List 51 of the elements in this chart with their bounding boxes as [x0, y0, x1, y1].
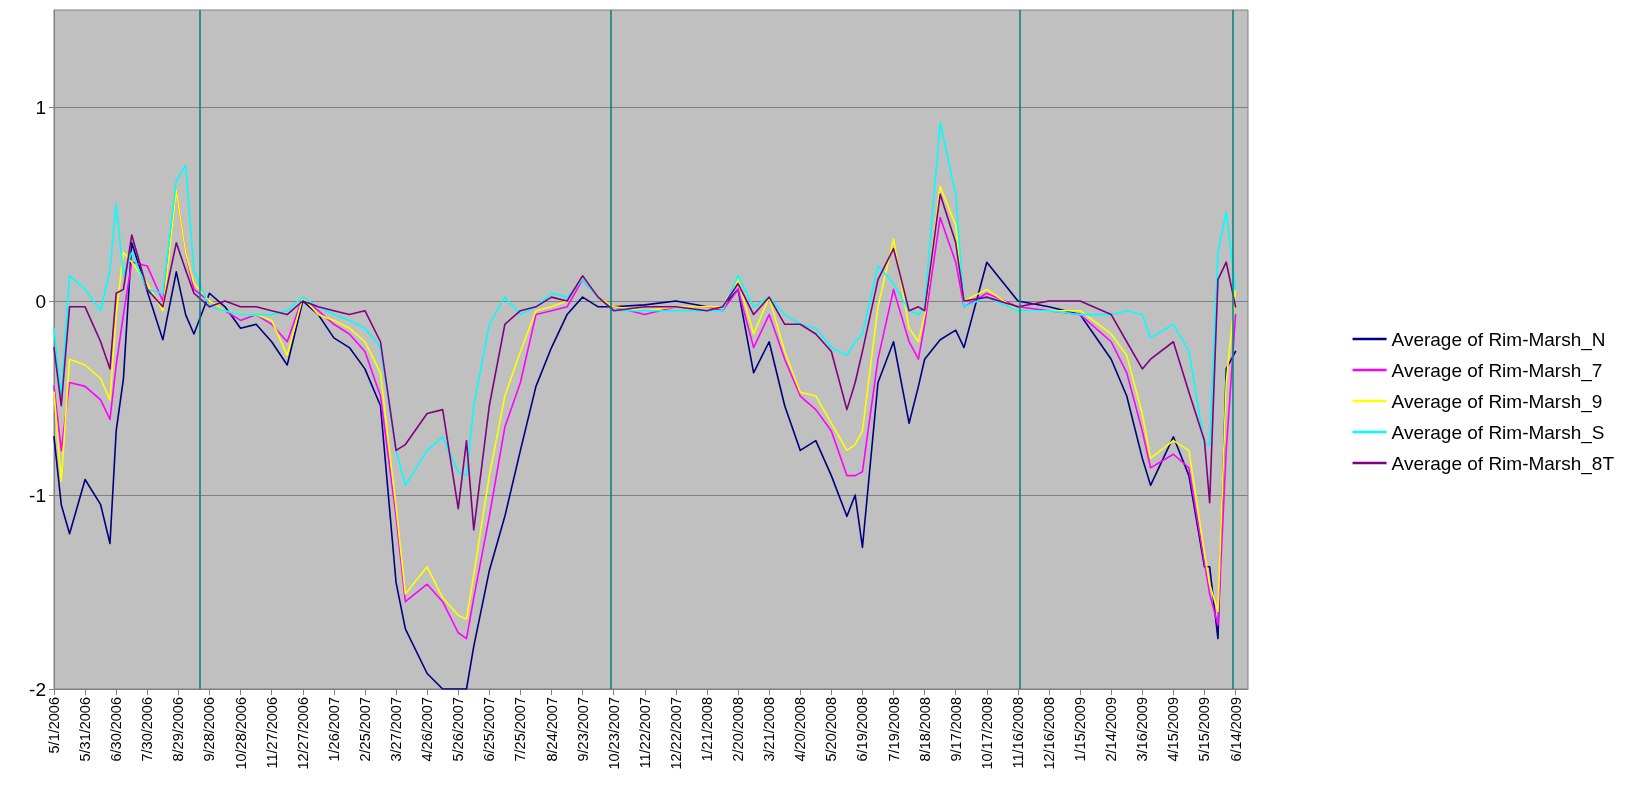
x-tick-label: 3/27/2007	[388, 697, 405, 762]
x-tick-label: 7/30/2006	[139, 697, 156, 762]
line-series	[53, 121, 1237, 487]
x-tick-label: 5/20/2008	[823, 697, 840, 762]
x-tick-label: 9/17/2008	[947, 697, 964, 762]
x-tick-label: 3/16/2009	[1134, 697, 1151, 762]
x-tick-label: 2/14/2009	[1103, 697, 1120, 762]
x-tick-label: 4/26/2007	[419, 697, 436, 762]
x-tick-label: 10/28/2006	[232, 697, 249, 770]
legend-label: Average of Rim-Marsh_N	[1391, 328, 1606, 351]
y-tick-label: 0	[35, 290, 46, 312]
x-tick-label: 12/16/2008	[1041, 697, 1057, 770]
x-tick-label: 11/27/2006	[263, 697, 280, 769]
y-tick-label: -2	[29, 678, 46, 700]
x-tick-label: 2/25/2007	[356, 697, 373, 762]
x-tick-label: 2/20/2008	[730, 697, 747, 762]
x-tick-label: 6/25/2007	[481, 697, 498, 762]
legend-label: Average of Rim-Marsh_8T	[1391, 452, 1615, 475]
x-tick-label: 9/23/2007	[574, 697, 591, 762]
x-tick-label: 10/23/2007	[605, 697, 622, 770]
y-tick-label: -1	[29, 484, 46, 506]
x-tick-label: 11/22/2007	[636, 697, 653, 769]
x-tick-label: 6/30/2006	[108, 697, 125, 762]
line-series	[53, 242, 1237, 690]
x-tick-label: 5/26/2007	[450, 697, 467, 762]
legend-label: Average of Rim-Marsh_7	[1391, 359, 1603, 382]
x-tick-label: 1/15/2009	[1072, 697, 1089, 762]
x-tick-label: 12/27/2006	[294, 697, 311, 770]
x-tick-label: 5/31/2006	[77, 697, 94, 762]
x-tick-label: 1/21/2008	[698, 697, 715, 762]
x-tick-label: 1/26/2007	[325, 697, 342, 762]
line-series	[53, 193, 1237, 531]
x-tick-label: 6/14/2009	[1227, 697, 1244, 762]
x-tick-label: 9/28/2006	[201, 697, 218, 762]
x-tick-label: 12/22/2007	[667, 697, 684, 770]
x-tick-label: 5/15/2009	[1196, 697, 1213, 762]
legend-label: Average of Rim-Marsh_S	[1391, 421, 1605, 444]
x-tick-label: 4/20/2008	[792, 697, 809, 762]
x-tick-label: 4/15/2009	[1165, 697, 1182, 762]
x-tick-label: 6/19/2008	[854, 697, 871, 762]
x-tick-label: 11/16/2008	[1009, 697, 1026, 769]
legend-label: Average of Rim-Marsh_9	[1391, 390, 1603, 413]
x-tick-label: 7/19/2008	[885, 697, 902, 762]
y-tick-label: 1	[35, 96, 46, 118]
x-tick-label: 8/24/2007	[543, 697, 560, 762]
x-tick-label: 7/25/2007	[512, 697, 529, 762]
x-tick-label: 10/17/2008	[978, 697, 995, 770]
x-tick-label: 8/29/2006	[170, 697, 187, 762]
x-tick-label: 3/21/2008	[761, 697, 778, 762]
x-tick-label: 5/1/2006	[46, 697, 62, 754]
x-tick-label: 8/18/2008	[916, 697, 933, 762]
